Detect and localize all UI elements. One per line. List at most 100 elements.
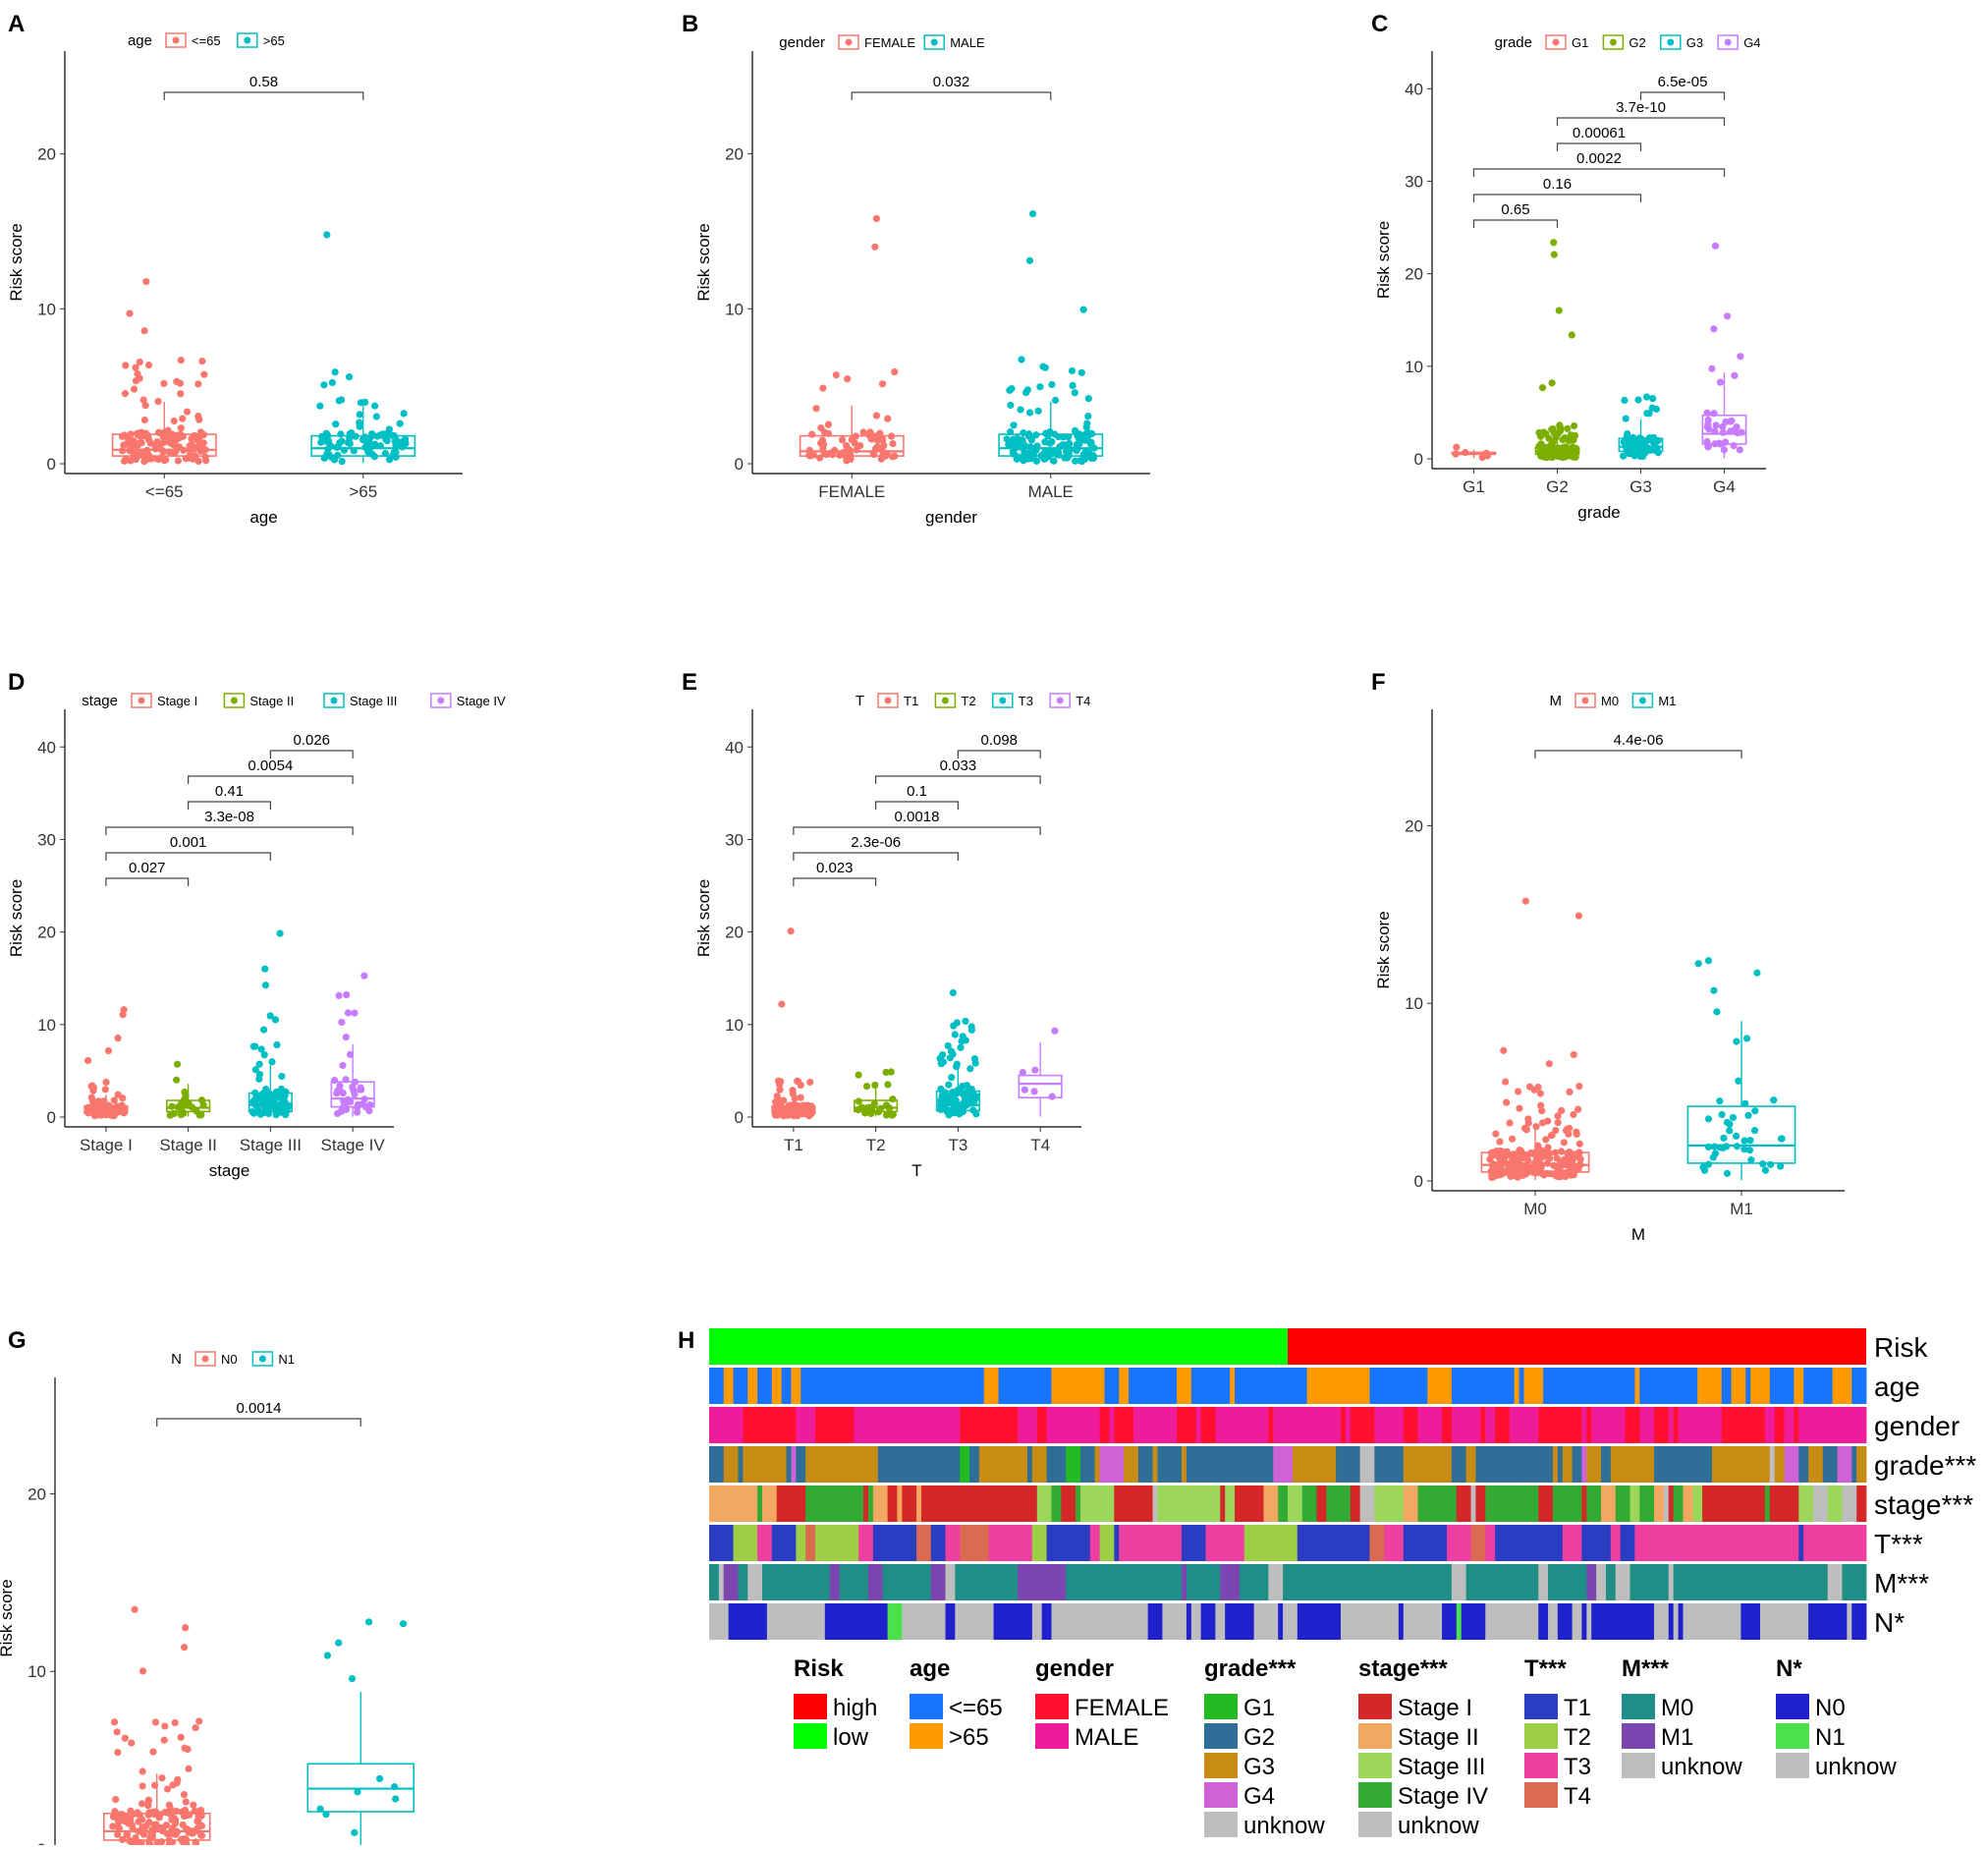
data-point [1737, 353, 1744, 361]
legend-label: Stage I [157, 694, 197, 708]
data-point [1555, 307, 1563, 314]
heatmap-cell [1243, 1525, 1298, 1561]
heatmap-row-3 [709, 1446, 1867, 1483]
heatmap-cell [1451, 1564, 1467, 1600]
heatmap-cell [935, 1407, 946, 1443]
data-point [128, 1739, 136, 1747]
data-point [335, 991, 343, 999]
data-point [138, 1667, 147, 1675]
data-point [1048, 1093, 1056, 1100]
heatmap-cell [1094, 1446, 1100, 1483]
legend-title: gender [779, 34, 825, 51]
heatmap-cell [1620, 1407, 1626, 1443]
data-point [1544, 1117, 1552, 1125]
heatmap-cell [805, 1486, 864, 1522]
heatmap-cell [709, 1446, 725, 1483]
heatmap-cell [1132, 1525, 1183, 1561]
heatmap-cell [1470, 1486, 1476, 1522]
p-value-label: 0.0022 [1576, 150, 1622, 167]
heatmap-cell [945, 1603, 956, 1640]
legend: grade G1 G2 G3 G4 [1495, 34, 1761, 51]
heatmap-cell [1794, 1368, 1804, 1404]
data-point [809, 451, 818, 459]
heatmap-legend-title: Risk [794, 1655, 844, 1682]
heatmap-cell [1649, 1603, 1655, 1640]
heatmap-cell [1253, 1486, 1264, 1522]
data-point [1525, 1083, 1534, 1091]
comparison-bracket [105, 852, 271, 861]
data-point [1723, 1169, 1732, 1177]
heatmap-cell [1408, 1368, 1414, 1404]
data-point [271, 1016, 280, 1024]
heatmap-cell [1114, 1486, 1153, 1522]
heatmap-cell [1538, 1564, 1549, 1600]
heatmap-cell [1490, 1446, 1519, 1483]
legend-key [131, 693, 152, 708]
heatmap-cell [1581, 1407, 1587, 1443]
heatmap-row-4 [709, 1486, 1867, 1522]
heatmap-cell [1851, 1446, 1857, 1483]
data-point [182, 1798, 190, 1806]
legend: T T1 T2 T3 T4 [856, 693, 1091, 709]
heatmap-cell [955, 1603, 966, 1640]
heatmap-cell [973, 1603, 980, 1640]
x-tick-label: FEMALE [818, 482, 885, 501]
data-point [114, 1035, 122, 1042]
data-point [881, 452, 890, 460]
data-point [1084, 412, 1092, 420]
heatmap-cell [1345, 1446, 1361, 1483]
heatmap-cell [1099, 1525, 1115, 1561]
data-point [257, 1045, 265, 1053]
data-point [1621, 396, 1629, 404]
p-value-label: 3.3e-08 [204, 809, 254, 825]
heatmap-cell [1412, 1368, 1428, 1404]
heatmap-cell [1639, 1368, 1650, 1404]
data-point [1736, 446, 1743, 454]
heatmap-legend-swatch [1035, 1723, 1069, 1749]
heatmap-cell [1041, 1603, 1047, 1640]
data-point [266, 1012, 274, 1020]
heatmap-cell [1837, 1368, 1852, 1404]
panel-a: 0 10 20 Risk score age age <=65 >65 <=65 >65 0.58 [7, 32, 463, 527]
data-point [396, 420, 404, 427]
data-point [174, 1775, 182, 1783]
data-point [1521, 897, 1529, 905]
data-point [840, 448, 848, 456]
data-point [122, 440, 130, 448]
heatmap-cell [1235, 1486, 1245, 1522]
comparison-bracket [793, 877, 877, 886]
data-point [949, 1050, 957, 1058]
heatmap-cell [1079, 1486, 1096, 1522]
data-point [1704, 1143, 1713, 1151]
heatmap-cell [1268, 1564, 1284, 1600]
data-point [155, 455, 163, 463]
heatmap-cell [1119, 1446, 1125, 1483]
data-point [138, 1782, 146, 1790]
data-point [130, 385, 138, 393]
data-point [1040, 455, 1049, 463]
comparison-bracket [875, 775, 1041, 784]
data-point [138, 1767, 146, 1775]
heatmap-cell [1306, 1407, 1342, 1443]
data-point [400, 410, 408, 418]
data-point [949, 988, 958, 997]
heatmap-cell [1297, 1603, 1312, 1640]
comparison-bracket [269, 750, 354, 758]
data-point [944, 1041, 952, 1050]
heatmap-cell [1340, 1603, 1352, 1640]
data-point [780, 1112, 788, 1120]
panel-letter-e: E [682, 669, 697, 696]
heatmap-legend-4: stage*** Stage I Stage II Stage III Stage IV… [1358, 1655, 1488, 1839]
heatmap-cell [1625, 1407, 1630, 1443]
data-point [343, 990, 351, 999]
data-point [869, 449, 877, 458]
heatmap-cell [887, 1603, 903, 1640]
data-point [1024, 449, 1033, 457]
heatmap-cell [1273, 1446, 1294, 1483]
heatmap-cell [1066, 1564, 1086, 1600]
data-point [1008, 384, 1016, 393]
data-point [1046, 427, 1054, 436]
data-point [851, 439, 858, 447]
heatmap-cell [1750, 1525, 1799, 1561]
heatmap-legend-title: grade*** [1204, 1655, 1297, 1682]
